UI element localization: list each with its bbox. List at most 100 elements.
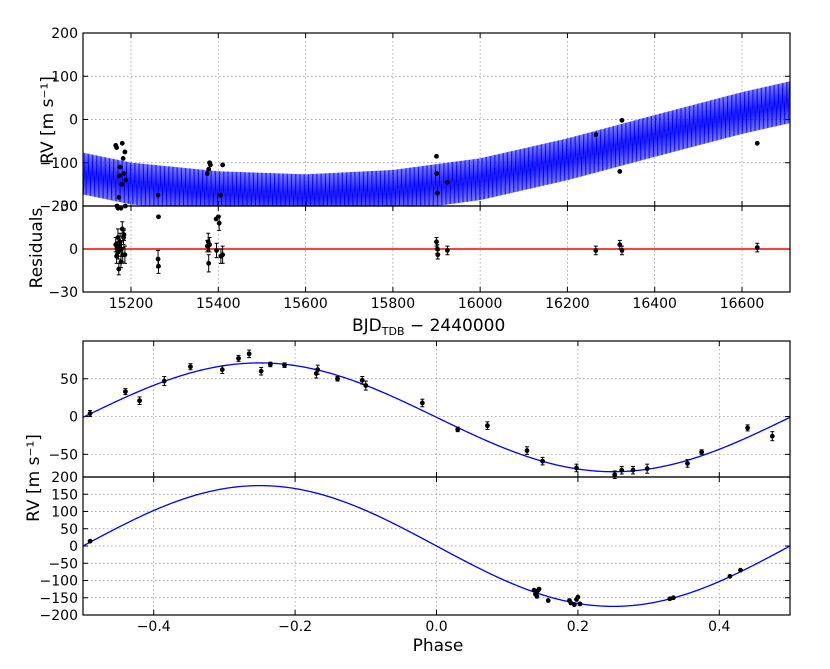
residuals-point bbox=[619, 248, 625, 253]
time-xlabel-rest: − 2440000 bbox=[405, 316, 506, 336]
residuals-xtick-label: 16000 bbox=[458, 296, 503, 312]
rv-time-point bbox=[434, 190, 440, 196]
phase-c-ytick-label: −200 bbox=[40, 608, 78, 624]
rv-time-ytick-label: 100 bbox=[51, 69, 78, 85]
phase-b-point bbox=[485, 423, 490, 429]
phase-b-point bbox=[769, 433, 775, 439]
rv-time-point bbox=[120, 156, 126, 161]
rv-time-point bbox=[117, 164, 123, 170]
residuals-point bbox=[115, 235, 121, 240]
phase-b-point bbox=[419, 400, 425, 406]
rv-time-ytick-label: −200 bbox=[40, 199, 78, 215]
phase-b-point bbox=[612, 472, 618, 478]
time-xlabel-sub: TDB bbox=[381, 325, 405, 338]
rv-time-point bbox=[204, 171, 210, 176]
rv-time-point bbox=[208, 162, 213, 168]
rv-time-ytick-label: 200 bbox=[51, 26, 78, 42]
rv-time-point bbox=[593, 132, 599, 138]
phase-c-ytick-label: −50 bbox=[48, 556, 78, 572]
phase-c-point bbox=[545, 598, 551, 603]
phase-c-xtick-label: 0.0 bbox=[425, 619, 447, 635]
residuals-point bbox=[121, 232, 127, 238]
phase-c-xtick-label: 0.4 bbox=[708, 619, 730, 635]
phase-b-point bbox=[236, 355, 241, 361]
rv-time-model-line bbox=[83, 81, 790, 206]
residuals-point bbox=[214, 248, 219, 253]
phase-b-point bbox=[258, 368, 264, 374]
residuals-panel: 30 0 −30 15200 15400 15600 15800 16000 16200 1640… bbox=[48, 199, 791, 312]
phase-xlabel: Phase bbox=[413, 636, 464, 656]
residuals-xtick-label: 15200 bbox=[109, 296, 154, 312]
rv-time-point bbox=[114, 145, 120, 151]
phase-b-point bbox=[644, 466, 650, 472]
rv-time-ytick-label: −100 bbox=[40, 156, 78, 172]
residuals-xtick-label: 16200 bbox=[545, 296, 590, 312]
residuals-ytick-label: 0 bbox=[69, 242, 78, 258]
rv-time-point bbox=[434, 171, 440, 176]
rv-time-point bbox=[118, 205, 124, 211]
residuals-point bbox=[445, 248, 450, 253]
rv-time-point bbox=[123, 177, 129, 183]
phase-b-point bbox=[246, 351, 252, 357]
phase-b-point bbox=[123, 389, 128, 395]
phase-ylabel: RV [m s⁻¹] bbox=[24, 434, 44, 522]
phase-b-point bbox=[87, 411, 93, 416]
phase-b-point bbox=[619, 467, 625, 473]
phase-b-point bbox=[335, 376, 340, 382]
phase-c-ytick-label: −100 bbox=[40, 574, 78, 590]
phase-c-xtick-label: −0.2 bbox=[278, 619, 312, 635]
phase-b-ytick-label: 0 bbox=[69, 410, 78, 426]
rv-time-point bbox=[206, 166, 212, 172]
phase-b-model-curve bbox=[82, 362, 791, 473]
rv-time-point bbox=[218, 192, 223, 198]
rv-time-point bbox=[619, 117, 625, 123]
phase-b-panel: 50 0 −50 bbox=[48, 340, 791, 480]
residuals-xtick-label: 15600 bbox=[283, 296, 328, 312]
rv-time-point bbox=[119, 181, 125, 187]
phase-b-point bbox=[685, 461, 690, 466]
residuals-point bbox=[220, 252, 226, 258]
phase-b-point bbox=[699, 449, 705, 455]
phase-b-ytick-label: −50 bbox=[48, 447, 78, 463]
residuals-point bbox=[216, 220, 222, 226]
rv-time-point bbox=[617, 169, 623, 174]
time-xlabel: BJDTDB − 2440000 bbox=[352, 316, 505, 338]
phase-b-point bbox=[359, 377, 365, 383]
phase-b-point bbox=[630, 467, 636, 473]
phase-c-point bbox=[534, 593, 540, 599]
phase-c-point bbox=[536, 586, 542, 592]
phase-c-ytick-label: 100 bbox=[51, 505, 78, 521]
residuals-point bbox=[122, 252, 128, 258]
phase-b-point bbox=[455, 427, 461, 432]
phase-c-ytick-label: 0 bbox=[69, 539, 78, 555]
rv-time-point bbox=[434, 153, 439, 159]
phase-b-point bbox=[574, 465, 579, 471]
rv-time-point bbox=[122, 149, 128, 155]
residuals-frame bbox=[82, 205, 791, 293]
residuals-xtick-label: 16400 bbox=[632, 296, 677, 312]
residuals-point bbox=[206, 260, 212, 266]
residuals-point bbox=[593, 248, 599, 253]
residuals-ytick-label: 30 bbox=[60, 199, 78, 215]
phase-c-point bbox=[727, 573, 733, 579]
phase-c-point bbox=[87, 538, 93, 544]
phase-c-point bbox=[575, 594, 581, 600]
rv-time-point bbox=[116, 194, 122, 200]
rv-time-point bbox=[155, 192, 161, 198]
phase-b-point bbox=[540, 458, 545, 464]
rv-time-point bbox=[121, 171, 127, 176]
phase-c-frame bbox=[82, 476, 791, 616]
rv-time-point bbox=[754, 140, 760, 146]
phase-b-point bbox=[745, 425, 750, 431]
phase-b-point bbox=[188, 364, 193, 370]
phase-b-point bbox=[267, 362, 273, 367]
rv-time-ytick-label: 0 bbox=[69, 113, 78, 129]
residuals-xtick-label: 15800 bbox=[371, 296, 416, 312]
phase-c-xtick-label: −0.4 bbox=[137, 619, 171, 635]
residuals-xtick-label: 15400 bbox=[196, 296, 241, 312]
phase-b-point bbox=[137, 398, 142, 404]
residuals-point bbox=[434, 239, 439, 245]
phase-b-point bbox=[282, 362, 287, 368]
